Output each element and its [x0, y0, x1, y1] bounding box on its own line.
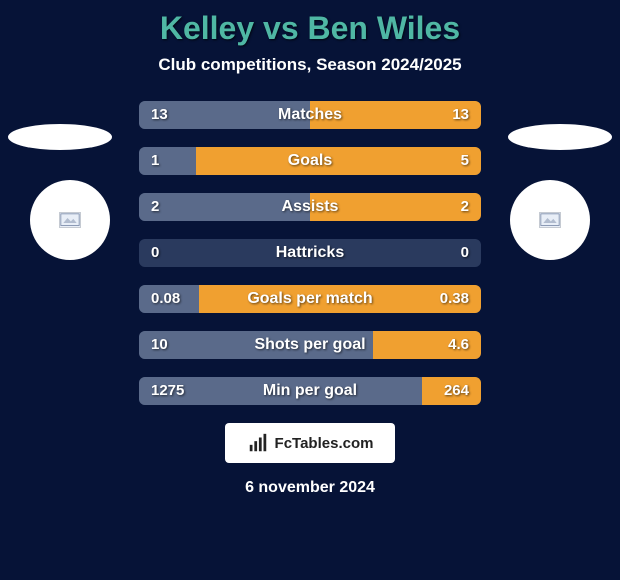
comparison-card: Kelley vs Ben Wiles Club competitions, S…: [0, 0, 620, 580]
subtitle: Club competitions, Season 2024/2025: [0, 55, 620, 75]
stat-label: Goals: [139, 147, 481, 175]
stat-value-right: 0: [461, 239, 469, 267]
player-avatar-right: [510, 180, 590, 260]
stat-label: Hattricks: [139, 239, 481, 267]
stat-label: Shots per goal: [139, 331, 481, 359]
player-flag-right: [508, 124, 612, 150]
stat-value-right: 5: [461, 147, 469, 175]
stat-label: Assists: [139, 193, 481, 221]
stat-row: 1 Goals 5: [139, 147, 481, 175]
stat-row: 2 Assists 2: [139, 193, 481, 221]
brand-text: FcTables.com: [275, 435, 374, 452]
stat-value-right: 13: [452, 101, 469, 129]
stat-value-right: 2: [461, 193, 469, 221]
stat-bars: 13 Matches 13 1 Goals 5 2 Assists 2 0 Ha…: [139, 101, 481, 405]
stat-label: Goals per match: [139, 285, 481, 313]
date-text: 6 november 2024: [0, 479, 620, 497]
page-title: Kelley vs Ben Wiles: [0, 10, 620, 47]
stat-value-right: 264: [444, 377, 469, 405]
stat-label: Min per goal: [139, 377, 481, 405]
stat-row: 10 Shots per goal 4.6: [139, 331, 481, 359]
stat-value-right: 4.6: [448, 331, 469, 359]
brand-logo: FcTables.com: [225, 423, 395, 463]
player-avatar-left: [30, 180, 110, 260]
stat-row: 0.08 Goals per match 0.38: [139, 285, 481, 313]
player-flag-left: [8, 124, 112, 150]
bar-chart-icon: [247, 432, 269, 454]
stat-row: 1275 Min per goal 264: [139, 377, 481, 405]
avatar-placeholder-icon: [59, 212, 81, 228]
stat-value-right: 0.38: [440, 285, 469, 313]
stat-row: 0 Hattricks 0: [139, 239, 481, 267]
stat-row: 13 Matches 13: [139, 101, 481, 129]
stat-label: Matches: [139, 101, 481, 129]
avatar-placeholder-icon: [539, 212, 561, 228]
